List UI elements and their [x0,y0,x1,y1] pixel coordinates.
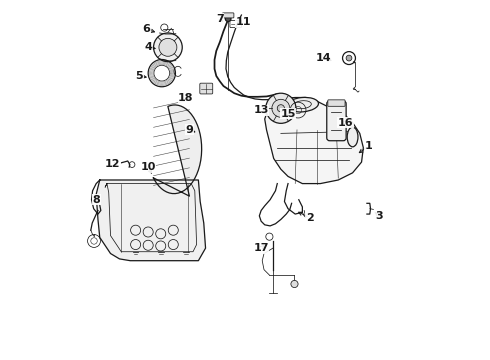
Text: 2: 2 [306,213,314,222]
Text: 13: 13 [253,105,269,115]
Circle shape [225,16,231,22]
Text: 5: 5 [135,71,143,81]
Text: 12: 12 [104,159,120,169]
Text: 10: 10 [141,162,156,172]
Text: 17: 17 [253,243,269,253]
FancyBboxPatch shape [327,101,346,141]
Polygon shape [153,105,202,196]
Text: 16: 16 [338,118,353,128]
Polygon shape [265,98,364,184]
Circle shape [291,280,298,288]
Circle shape [277,105,285,112]
Circle shape [266,93,296,123]
Text: 15: 15 [280,109,296,119]
Circle shape [272,99,290,117]
Text: 18: 18 [178,93,194,103]
Ellipse shape [286,98,318,112]
Text: 3: 3 [376,211,383,221]
Text: 6: 6 [143,24,150,35]
Circle shape [346,55,352,61]
Polygon shape [96,180,205,261]
Ellipse shape [347,127,358,147]
Polygon shape [160,33,176,61]
Text: 1: 1 [365,141,372,151]
FancyBboxPatch shape [222,13,234,18]
FancyBboxPatch shape [328,100,345,106]
Text: 8: 8 [92,195,100,205]
Text: 4: 4 [144,42,152,52]
Text: 9: 9 [186,125,194,135]
Circle shape [159,39,177,56]
Text: 11: 11 [236,17,251,27]
FancyBboxPatch shape [200,83,213,94]
Text: 14: 14 [316,53,332,63]
Circle shape [153,33,182,62]
Text: 7: 7 [216,14,224,24]
